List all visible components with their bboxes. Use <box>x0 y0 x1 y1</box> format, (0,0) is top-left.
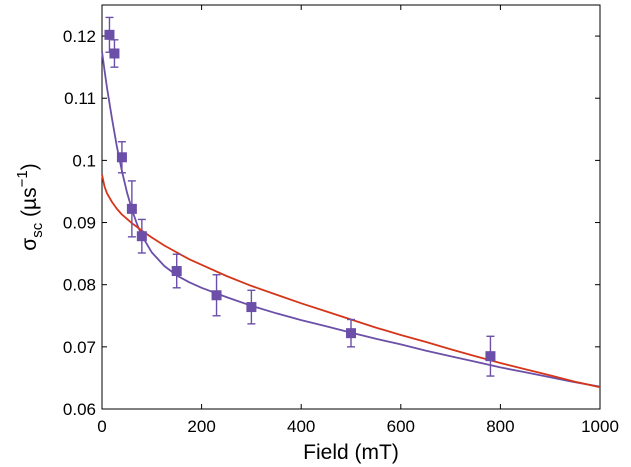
y-axis-subscript: sc <box>29 222 46 238</box>
data-point <box>346 328 356 339</box>
y-axis-unit-close: ) <box>18 163 41 170</box>
y-tick-label: 0.06 <box>63 400 96 419</box>
y-axis-title: σsc (µs−1) <box>14 163 46 251</box>
y-axis-unit-open: (µs <box>18 187 41 222</box>
y-tick-label: 0.1 <box>72 151 96 170</box>
x-tick-label: 1000 <box>581 417 619 436</box>
x-axis-title: Field (mT) <box>303 441 399 464</box>
data-point <box>116 152 127 163</box>
y-tick-label: 0.08 <box>63 276 96 295</box>
x-tick-label: 400 <box>287 417 315 436</box>
data-point <box>104 29 115 40</box>
y-tick-label: 0.11 <box>64 89 96 108</box>
data-point <box>246 302 257 313</box>
y-tick-label: 0.07 <box>63 338 96 357</box>
data-point <box>126 203 137 214</box>
x-tick-label: 200 <box>187 417 215 436</box>
x-tick-label: 800 <box>486 417 514 436</box>
axis-ticks: 0 200 400 600 800 1000 0.06 0.07 0.08 0.09 0.1 0.11… <box>63 5 619 436</box>
data-points <box>104 16 496 377</box>
x-tick-label: 0 <box>97 417 106 436</box>
data-point <box>171 266 182 277</box>
series-line-fit-red <box>101 174 601 389</box>
y-tick-label: 0.09 <box>63 214 96 233</box>
data-point <box>211 290 222 301</box>
y-axis-symbol: σ <box>18 238 41 251</box>
y-tick-label: 0.12 <box>63 27 96 46</box>
data-point <box>136 231 147 242</box>
data-point <box>109 48 120 59</box>
y-axis-unit-sup: −1 <box>14 170 31 187</box>
data-point <box>485 351 496 362</box>
x-tick-label: 600 <box>387 417 415 436</box>
plot-area <box>101 4 601 410</box>
